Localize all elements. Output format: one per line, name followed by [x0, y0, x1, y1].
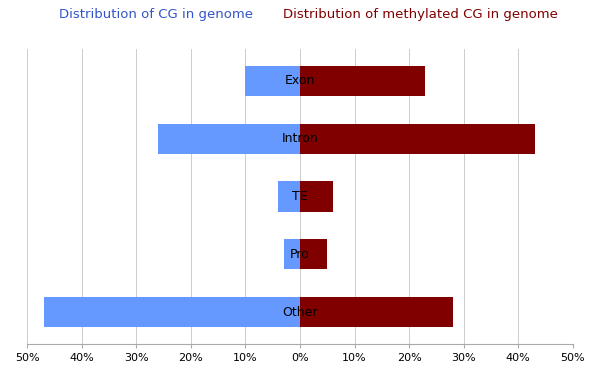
Bar	[284, 239, 300, 270]
Bar	[300, 124, 535, 154]
Bar	[300, 297, 453, 327]
Text: Exon: Exon	[285, 74, 315, 87]
Text: TE: TE	[292, 190, 308, 203]
Text: Pro: Pro	[290, 248, 310, 261]
Text: Distribution of methylated CG in genome: Distribution of methylated CG in genome	[283, 8, 557, 20]
Text: Intron: Intron	[281, 132, 319, 145]
Text: Distribution of CG in genome: Distribution of CG in genome	[59, 8, 253, 20]
Bar	[300, 239, 327, 270]
Bar	[245, 66, 300, 96]
Bar	[278, 181, 300, 212]
Text: Other: Other	[282, 306, 318, 319]
Bar	[300, 181, 333, 212]
Bar	[44, 297, 300, 327]
Bar	[158, 124, 300, 154]
Bar	[300, 66, 425, 96]
